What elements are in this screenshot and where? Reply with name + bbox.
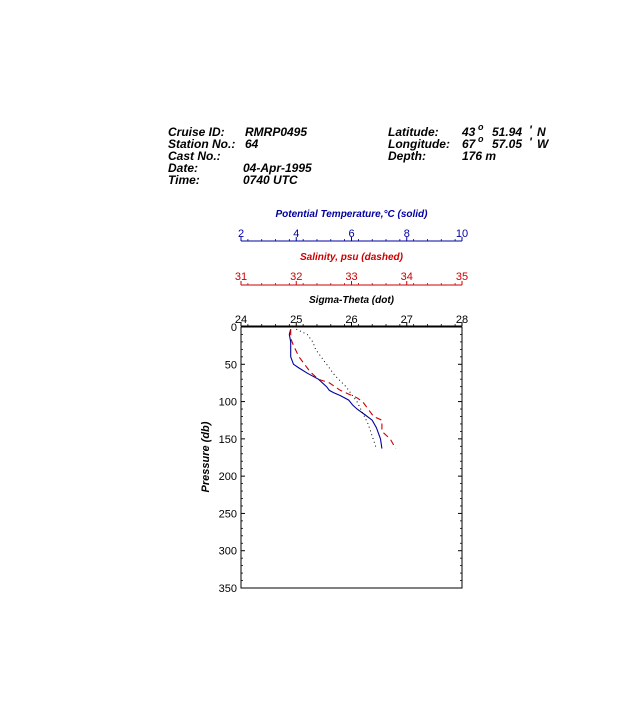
- longitude-minutes: 57.05: [492, 137, 523, 151]
- series-salinity: [290, 329, 397, 449]
- station-no-label: Station No.:: [168, 137, 236, 151]
- latitude-degree-mark: o: [478, 122, 484, 132]
- time-label: Time:: [168, 173, 200, 187]
- tick-label-sigma: 28: [456, 314, 468, 326]
- y-tick-label: 200: [219, 471, 237, 483]
- tick-label-temperature: 8: [404, 228, 410, 240]
- tick-label-salinity: 31: [235, 271, 247, 283]
- y-tick-label: 0: [231, 322, 237, 334]
- series-sigma: [296, 328, 377, 449]
- axis-title-salinity: Salinity, psu (dashed): [300, 252, 404, 263]
- depth-value: 176 m: [462, 149, 497, 163]
- longitude-label: Longitude:: [388, 137, 450, 151]
- plot-frame: [240, 326, 463, 589]
- cruise-id-label: Cruise ID:: [168, 125, 225, 139]
- axis-temperature: Potential Temperature,°C (solid) 2 4 6 8 10: [238, 209, 468, 242]
- tick-label-temperature: 6: [348, 228, 354, 240]
- depth-label: Depth:: [388, 149, 426, 163]
- tick-label-temperature: 2: [238, 228, 244, 240]
- axis-title-temperature: Potential Temperature,°C (solid): [276, 209, 429, 220]
- time-value: 0740 UTC: [243, 173, 298, 187]
- tick-label-sigma: 26: [345, 314, 357, 326]
- y-tick-label: 350: [219, 583, 237, 595]
- pressure-axis: 0 50 100 150 200 250 300 350: [219, 322, 462, 595]
- y-tick-label: 50: [225, 359, 237, 371]
- profile-series: [288, 328, 397, 449]
- y-tick-label: 150: [219, 434, 237, 446]
- tick-label-salinity: 32: [290, 271, 302, 283]
- y-tick-label: 300: [219, 546, 237, 558]
- tick-label-sigma: 24: [235, 314, 247, 326]
- tick-label-salinity: 33: [345, 271, 357, 283]
- series-temperature: [288, 329, 383, 449]
- longitude-minute-mark: ': [529, 135, 532, 149]
- tick-label-sigma: 25: [290, 314, 302, 326]
- axis-title-sigma: Sigma-Theta (dot): [309, 295, 395, 306]
- latitude-minutes: 51.94: [492, 125, 523, 139]
- y-tick-label: 100: [219, 397, 237, 409]
- tick-label-salinity: 34: [401, 271, 413, 283]
- station-no-value: 64: [245, 137, 259, 151]
- cruise-id-value: RMRP0495: [245, 125, 308, 139]
- longitude-degrees: 67: [462, 137, 476, 151]
- top-axes: Potential Temperature,°C (solid)2 4 6 8 10Sa…: [235, 209, 468, 327]
- date-value: 04-Apr-1995: [243, 161, 312, 175]
- tick-label-temperature: 4: [293, 228, 299, 240]
- date-label: Date:: [168, 161, 199, 175]
- latitude-minute-mark: ': [529, 123, 532, 137]
- axis-sigma: Sigma-Theta (dot) 24 25 26 27 28: [235, 295, 468, 327]
- y-tick-label: 250: [219, 508, 237, 520]
- y-axis-label: Pressure (db): [200, 421, 212, 492]
- longitude-degree-mark: o: [478, 134, 484, 144]
- latitude-degrees: 43: [462, 125, 476, 139]
- axis-salinity: Salinity, psu (dashed) 31 32 33 34 35: [235, 252, 468, 286]
- longitude-hemisphere: W: [537, 137, 549, 151]
- latitude-label: Latitude:: [388, 125, 439, 139]
- tick-label-sigma: 27: [401, 314, 413, 326]
- tick-label-salinity: 35: [456, 271, 468, 283]
- tick-label-temperature: 10: [456, 228, 468, 240]
- latitude-hemisphere: N: [537, 125, 546, 139]
- cast-no-label: Cast No.:: [168, 149, 221, 163]
